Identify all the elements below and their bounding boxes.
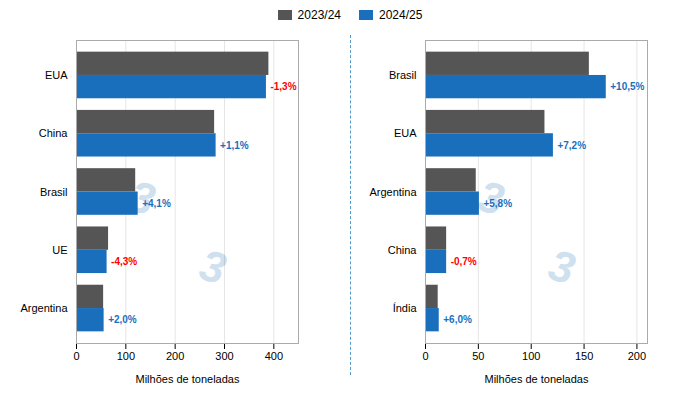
svg-text:Argentina: Argentina (369, 186, 417, 198)
svg-text:150: 150 (574, 350, 592, 362)
svg-text:+2,0%: +2,0% (108, 314, 137, 325)
svg-text:-1,3%: -1,3% (270, 81, 296, 92)
svg-text:100: 100 (522, 350, 540, 362)
svg-text:Brasil: Brasil (39, 186, 67, 198)
svg-text:400: 400 (264, 350, 282, 362)
svg-text:100: 100 (116, 350, 134, 362)
svg-text:Argentina: Argentina (20, 302, 68, 314)
svg-text:Milhões de toneladas: Milhões de toneladas (135, 373, 239, 385)
svg-text:Brasil: Brasil (388, 69, 416, 81)
svg-text:China: China (387, 244, 417, 256)
svg-text:-4,3%: -4,3% (111, 256, 137, 267)
svg-text:EUA: EUA (393, 127, 416, 139)
svg-text:0: 0 (422, 350, 428, 362)
svg-text:UE: UE (52, 244, 67, 256)
svg-text:Milhões de toneladas: Milhões de toneladas (484, 373, 588, 385)
svg-text:200: 200 (165, 350, 183, 362)
svg-text:+5,8%: +5,8% (483, 198, 512, 209)
svg-text:0: 0 (73, 350, 79, 362)
svg-text:-0,7%: -0,7% (450, 256, 476, 267)
svg-text:Índia: Índia (392, 302, 417, 314)
svg-text:+4,1%: +4,1% (142, 198, 171, 209)
svg-text:+6,0%: +6,0% (443, 314, 472, 325)
svg-text:+7,2%: +7,2% (557, 140, 586, 151)
svg-text:300: 300 (215, 350, 233, 362)
svg-text:50: 50 (472, 350, 484, 362)
svg-text:+10,5%: +10,5% (610, 81, 644, 92)
svg-text:200: 200 (627, 350, 645, 362)
svg-text:+1,1%: +1,1% (220, 140, 249, 151)
svg-text:China: China (38, 127, 68, 139)
svg-text:EUA: EUA (44, 69, 67, 81)
